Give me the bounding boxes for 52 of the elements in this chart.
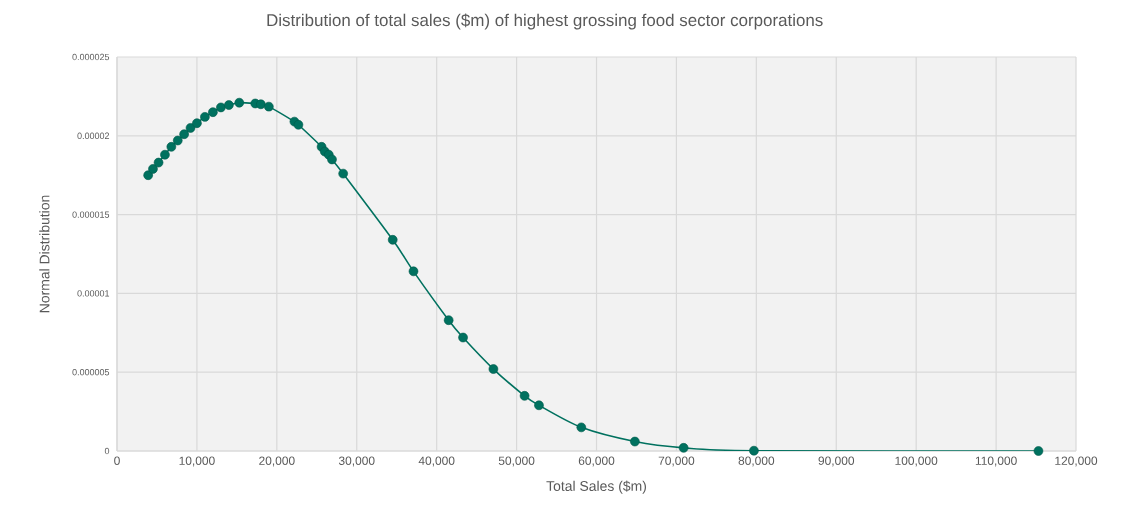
x-tick-label: 40,000 <box>418 456 455 467</box>
point <box>458 332 468 343</box>
y-tick-label: 0.000015 <box>72 211 110 218</box>
x-tick-label: 80,000 <box>738 456 775 467</box>
x-tick-label: 60,000 <box>578 456 615 467</box>
point <box>327 154 337 165</box>
point <box>488 364 499 374</box>
point <box>264 101 274 112</box>
point <box>576 422 587 433</box>
y-axis-title: Normal Distribution <box>39 195 50 313</box>
y-tick-label: 0 <box>104 447 110 455</box>
point <box>208 107 218 117</box>
point <box>256 99 266 110</box>
x-tick-label: 0 <box>114 456 120 465</box>
y-tick-label: 0.00002 <box>77 132 110 139</box>
y-tick-label: 0.000025 <box>72 53 110 61</box>
point <box>534 400 544 411</box>
y-tick-label: 0.00001 <box>77 290 110 297</box>
point <box>166 142 177 152</box>
point <box>630 436 640 447</box>
point <box>172 135 183 146</box>
point <box>678 443 689 453</box>
point <box>153 157 164 168</box>
point <box>234 97 245 108</box>
point <box>143 170 153 180</box>
point <box>216 102 226 113</box>
point <box>749 445 759 456</box>
x-axis-title: Total Sales ($m) <box>546 480 646 494</box>
x-tick-label: 70,000 <box>658 456 695 467</box>
point <box>387 235 398 245</box>
point <box>293 119 304 130</box>
x-tick-label: 100,000 <box>895 456 938 467</box>
x-tick-label: 10,000 <box>179 456 215 467</box>
x-tick-label: 90,000 <box>818 456 855 467</box>
point <box>519 391 530 401</box>
point <box>160 149 170 160</box>
x-tick-label: 50,000 <box>498 456 535 467</box>
point <box>224 100 234 110</box>
y-tick-label: 0.000005 <box>72 369 110 376</box>
point <box>443 315 454 325</box>
x-tick-label: 120,000 <box>1055 456 1098 467</box>
x-tick-label: 30,000 <box>338 456 375 467</box>
x-tick-label: 110,000 <box>975 456 1017 467</box>
point <box>179 129 189 139</box>
x-tick-label: 20,000 <box>259 456 295 467</box>
point <box>148 164 158 174</box>
point <box>200 112 210 122</box>
point <box>1033 446 1044 456</box>
point <box>338 168 348 179</box>
chart-title: Distribution of total sales ($m) of highest grossing food sector corporations <box>267 13 823 30</box>
point <box>192 118 202 128</box>
point <box>408 266 419 277</box>
